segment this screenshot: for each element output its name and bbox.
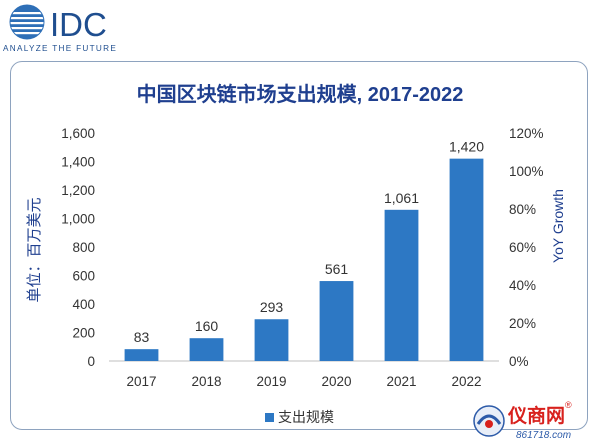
y-tick-label: 600 (72, 269, 95, 284)
chart-panel: 中国区块链市场支出规模, 2017-2022 单位：百万美元 YoY Growt… (10, 61, 588, 430)
logo-tagline: ANALYZE THE FUTURE (3, 44, 117, 53)
bar (449, 158, 484, 361)
globe-icon (9, 4, 45, 40)
logo-text: IDC (50, 6, 107, 43)
x-tick-label: 2021 (386, 374, 416, 389)
bar (254, 319, 289, 361)
x-tick-label: 2017 (126, 374, 156, 389)
y-tick-label: 1,600 (61, 126, 95, 141)
chart-title: 中国区块链市场支出规模, 2017-2022 (137, 82, 464, 106)
y-tick-label: 800 (72, 240, 95, 255)
y-axis-ticks: 0 200 400 600 800 1,000 1,200 1,400 1,600 (61, 126, 95, 369)
legend-label: 支出规模 (278, 409, 334, 425)
y2-tick-label: 60% (509, 240, 536, 255)
y2-tick-label: 100% (509, 164, 544, 179)
watermark-registered-mark: ® (565, 400, 572, 410)
x-tick-label: 2018 (191, 374, 221, 389)
y2-tick-label: 120% (509, 126, 544, 141)
y-tick-label: 1,400 (61, 155, 95, 170)
x-axis-ticks: 2017 2018 2019 2020 2021 2022 (126, 374, 481, 389)
x-tick-label: 2019 (256, 374, 286, 389)
y2-tick-label: 80% (509, 202, 536, 217)
bar (319, 281, 354, 361)
bar-chart: 中国区块链市场支出规模, 2017-2022 单位：百万美元 YoY Growt… (26, 82, 566, 425)
watermark-logo: 仪商网 ® 861718.com (473, 400, 572, 441)
bar-data-label: 1,061 (384, 190, 419, 206)
bar-data-label: 293 (260, 299, 284, 315)
y2-axis-label: YoY Growth (550, 189, 566, 263)
bar-data-label: 83 (134, 329, 150, 345)
bar-data-label: 1,420 (449, 139, 484, 155)
y-tick-label: 0 (87, 354, 95, 369)
legend: 支出规模 (265, 409, 334, 425)
y-tick-label: 200 (72, 326, 95, 341)
y-axis-label: 单位：百万美元 (26, 197, 43, 302)
bar-data-label: 160 (195, 318, 219, 334)
y2-axis-ticks: 0% 20% 40% 60% 80% 100% 120% (509, 126, 544, 369)
bar (384, 209, 419, 361)
watermark-url: 861718.com (516, 430, 571, 441)
bar-data-labels: 83 160 293 561 1,061 1,420 (134, 139, 485, 346)
bar (189, 338, 224, 361)
y-tick-label: 400 (72, 297, 95, 312)
x-tick-label: 2022 (451, 374, 481, 389)
legend-swatch (265, 413, 274, 422)
y2-tick-label: 20% (509, 316, 536, 331)
y-tick-label: 1,200 (61, 183, 95, 198)
y-tick-label: 1,000 (61, 212, 95, 227)
y2-tick-label: 0% (509, 354, 529, 369)
watermark-name: 仪商网 (507, 404, 565, 427)
watermark-emblem-icon (473, 405, 505, 437)
y2-tick-label: 40% (509, 278, 536, 293)
bars (124, 158, 484, 361)
idc-logo: IDC ANALYZE THE FUTURE (3, 4, 117, 53)
bar-data-label: 561 (325, 261, 349, 277)
x-tick-label: 2020 (321, 374, 351, 389)
bar (124, 349, 159, 361)
